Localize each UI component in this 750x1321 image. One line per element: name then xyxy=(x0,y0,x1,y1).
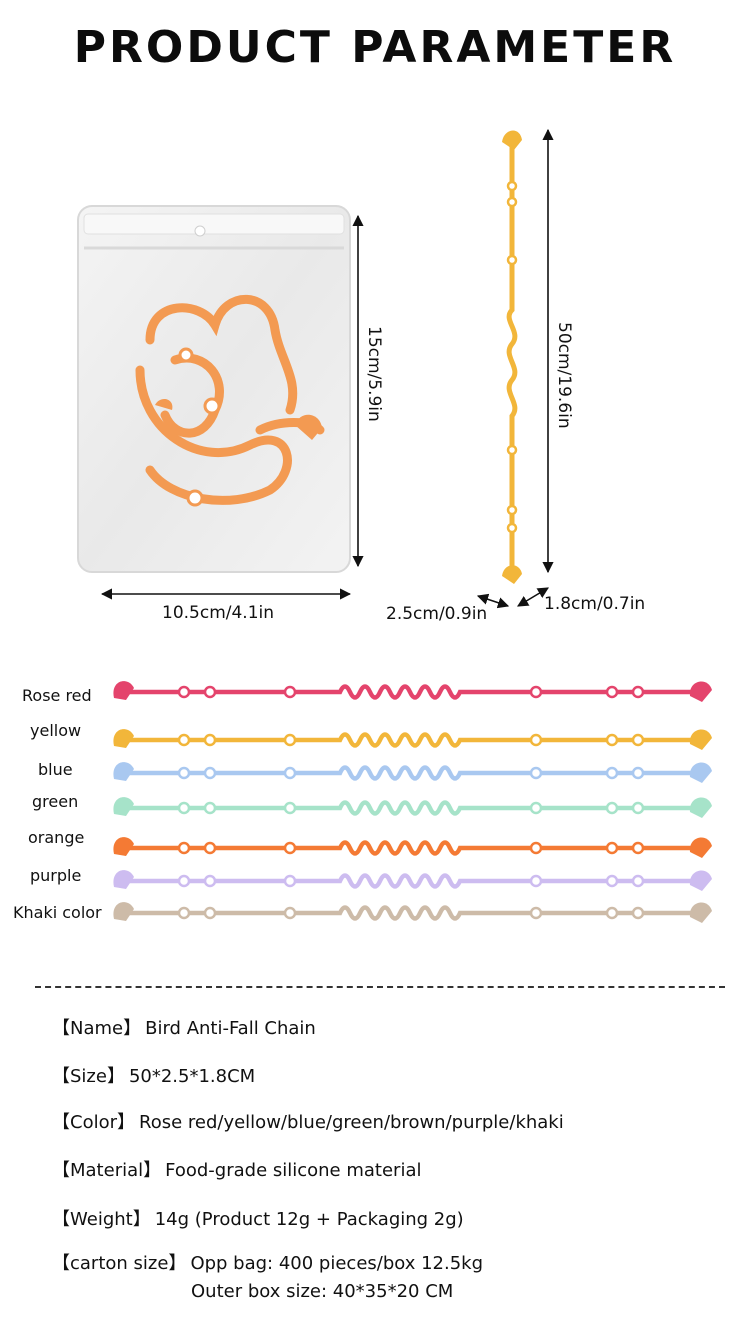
spec-value: 14g (Product 12g + Packaging 2g) xyxy=(154,1209,464,1230)
chain-yellow xyxy=(113,729,712,750)
spec-key: 【Material】 xyxy=(52,1160,162,1181)
spec-key: 【carton size】 xyxy=(52,1253,187,1274)
color-label-rose-red: Rose red xyxy=(22,686,92,705)
bag-height-label: 15cm/5.9in xyxy=(364,326,384,422)
chain-length-label: 50cm/19.6in xyxy=(554,322,574,429)
chain-orange xyxy=(113,837,712,858)
spec-key: 【Weight】 xyxy=(52,1209,151,1230)
spec-name: 【Name】 Bird Anti-Fall Chain xyxy=(52,1014,316,1040)
spec-value: Bird Anti-Fall Chain xyxy=(145,1018,316,1039)
spec-key: 【Name】 xyxy=(52,1018,142,1039)
spec-value: Food-grade silicone material xyxy=(165,1160,422,1181)
spec-color: 【Color】 Rose red/yellow/blue/green/brown/… xyxy=(52,1108,564,1134)
single-chain xyxy=(502,130,522,584)
chain-green xyxy=(113,797,712,818)
bag-width-label: 10.5cm/4.1in xyxy=(162,603,275,623)
spec-size: 【Size】 50*2.5*1.8CM xyxy=(52,1062,255,1088)
chain-rose-red xyxy=(113,681,712,702)
spec-value: Rose red/yellow/blue/green/brown/purple/… xyxy=(139,1112,564,1133)
chain-width-arrow xyxy=(476,593,510,609)
color-label-khaki: Khaki color xyxy=(13,903,102,922)
spec-material: 【Material】 Food-grade silicone material xyxy=(52,1156,421,1182)
color-label-green: green xyxy=(32,792,79,811)
chain-purple xyxy=(113,870,712,891)
product-illustration xyxy=(77,128,712,923)
spec-value: Opp bag: 400 pieces/box 12.5kg xyxy=(190,1253,484,1274)
chain-khaki-color xyxy=(113,902,712,923)
color-label-blue: blue xyxy=(38,760,73,779)
chain-depth-arrow xyxy=(517,587,549,607)
spec-weight: 【Weight】 14g (Product 12g + Packaging 2g) xyxy=(52,1205,464,1231)
packaging-bag xyxy=(77,205,351,573)
color-chains xyxy=(113,681,712,923)
spec-value: 50*2.5*1.8CM xyxy=(128,1066,256,1087)
spec-key: 【Color】 xyxy=(52,1112,135,1133)
spec-carton-size-outer: Outer box size: 40*35*20 CM xyxy=(191,1281,454,1302)
chain-blue xyxy=(113,762,712,783)
page-title: PRODUCT PARAMETER xyxy=(73,22,677,73)
color-label-orange: orange xyxy=(28,828,85,847)
color-label-purple: purple xyxy=(30,866,82,885)
section-divider xyxy=(35,986,725,988)
chain-depth-label: 1.8cm/0.7in xyxy=(544,594,646,614)
spec-carton-size: 【carton size】 Opp bag: 400 pieces/box 12.… xyxy=(52,1249,483,1275)
chain-width-label: 2.5cm/0.9in xyxy=(386,604,488,624)
color-label-yellow: yellow xyxy=(30,721,82,740)
spec-key: 【Size】 xyxy=(52,1066,125,1087)
